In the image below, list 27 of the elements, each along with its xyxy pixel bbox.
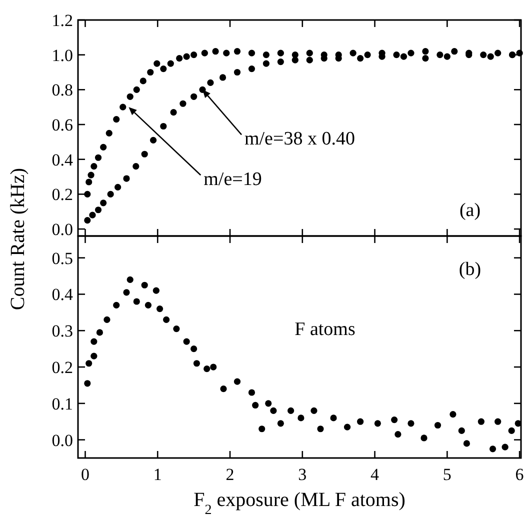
x-tick-label: 3 <box>298 465 307 484</box>
annotation: (a) <box>459 200 481 221</box>
annotation: m/e=19 <box>204 169 262 190</box>
y-tick-label: 0.4 <box>52 150 74 170</box>
y-tick-label: 1.2 <box>52 10 73 30</box>
annotation: (b) <box>458 259 482 280</box>
y-tick-label: 0.0 <box>52 430 73 450</box>
y-tick-label: 0.5 <box>52 248 73 268</box>
x-tick-label: 4 <box>370 465 380 484</box>
y-tick-label: 0.6 <box>52 115 73 134</box>
x-tick-label: 2 <box>226 465 234 484</box>
annotation: m/e=38 x 0.40 <box>244 128 355 150</box>
x-tick-label: 6 <box>515 465 524 484</box>
y-tick-label: 0.2 <box>52 185 73 204</box>
annotation: F atoms <box>294 319 356 340</box>
y-tick-label: 0.2 <box>52 358 73 377</box>
y-tick-label: 0.8 <box>52 80 73 100</box>
x-tick-label: 1 <box>153 465 162 484</box>
y-tick-label: 0.3 <box>52 322 73 341</box>
y-tick-label: 0.1 <box>52 394 73 414</box>
y-tick-label: 1.0 <box>52 46 73 65</box>
y-axis-title: Count Rate (kHz) <box>7 168 29 310</box>
y-tick-label: 0.0 <box>52 220 73 239</box>
x-axis-title: F$_{2}$ exposure (ML F atoms) <box>194 489 406 518</box>
y-tick-label: 0.4 <box>52 285 74 304</box>
x-tick-label: 5 <box>442 465 452 484</box>
x-tick-label: 0 <box>80 465 90 484</box>
